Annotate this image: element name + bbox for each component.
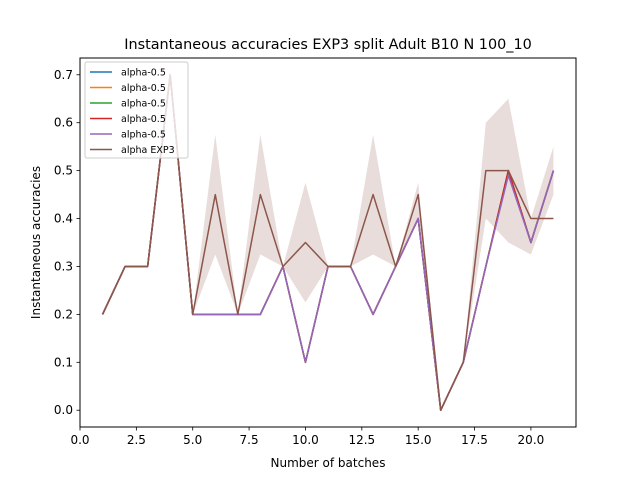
confidence-band-6 — [102, 74, 554, 411]
x-tick-label: 17.5 — [461, 433, 488, 447]
chart-title: Instantaneous accuracies EXP3 split Adul… — [124, 37, 532, 53]
x-tick-label: 10.0 — [292, 433, 319, 447]
legend-label-3: alpha-0.5 — [121, 99, 166, 110]
x-axis-ticks: 0.0 2.5 5.0 7.5 10.0 12.5 15.0 17.5 20.0 — [70, 427, 544, 447]
x-tick-label: 15.0 — [405, 433, 432, 447]
y-axis-label: Instantaneous accuracies — [29, 166, 43, 319]
legend-label-2: alpha-0.5 — [121, 83, 166, 94]
legend-label-5: alpha-0.5 — [121, 130, 166, 141]
y-tick-label: 0.3 — [54, 259, 73, 273]
y-axis-ticks: 0.0 0.1 0.2 0.3 0.4 0.5 0.6 0.7 — [54, 68, 80, 417]
x-tick-label: 20.0 — [518, 433, 545, 447]
x-tick-label: 5.0 — [183, 433, 202, 447]
x-tick-label: 0.0 — [70, 433, 89, 447]
x-tick-label: 7.5 — [240, 433, 259, 447]
legend-label-6: alpha EXP3 — [121, 145, 175, 156]
y-tick-label: 0.1 — [54, 355, 73, 369]
y-tick-label: 0.6 — [54, 116, 73, 130]
y-tick-label: 0.4 — [54, 212, 73, 226]
x-tick-label: 12.5 — [348, 433, 375, 447]
y-tick-label: 0.2 — [54, 307, 73, 321]
confidence-bands — [102, 74, 554, 411]
legend-label-4: alpha-0.5 — [121, 114, 166, 125]
y-tick-label: 0.0 — [54, 403, 73, 417]
y-tick-label: 0.5 — [54, 164, 73, 178]
x-axis-label: Number of batches — [271, 456, 386, 470]
plot-area-frame — [79, 57, 577, 428]
legend: alpha-0.5 alpha-0.5 alpha-0.5 alpha-0.5 alph… — [84, 61, 189, 159]
y-tick-label: 0.7 — [54, 68, 73, 82]
legend-label-1: alpha-0.5 — [121, 68, 166, 79]
x-tick-label: 2.5 — [127, 433, 146, 447]
